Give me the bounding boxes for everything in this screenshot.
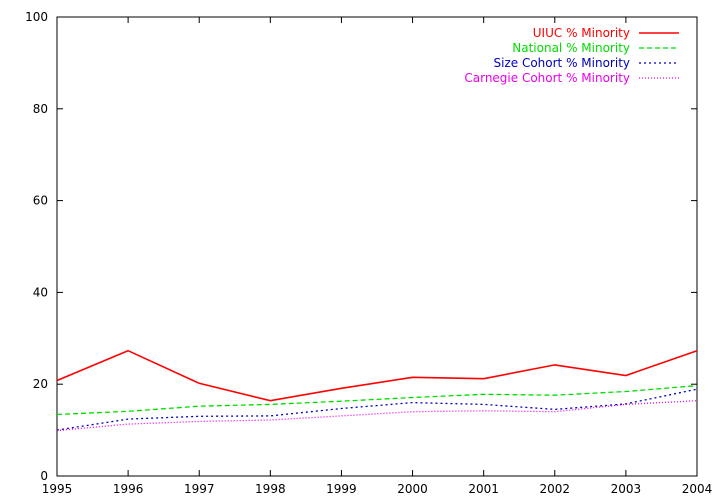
x-tick-label: 2004 <box>682 482 713 496</box>
y-tick-label: 40 <box>33 285 48 299</box>
x-tick-label: 2002 <box>540 482 571 496</box>
y-tick-label: 60 <box>33 194 48 208</box>
y-tick-label: 20 <box>33 377 48 391</box>
legend-label-0: UIUC % Minority <box>533 26 630 40</box>
series-line-2 <box>56 388 698 431</box>
x-tick-label: 1995 <box>42 482 73 496</box>
series-line-1 <box>56 384 698 416</box>
x-tick-label: 2001 <box>468 482 499 496</box>
x-tick-label: 1998 <box>255 482 286 496</box>
legend-label-1: National % Minority <box>512 41 630 55</box>
series-line-3 <box>56 400 698 432</box>
x-tick-label: 1997 <box>184 482 215 496</box>
x-tick-label: 1996 <box>113 482 144 496</box>
x-tick-label: 2000 <box>397 482 428 496</box>
series-group <box>56 349 698 432</box>
plot-frame <box>56 16 698 477</box>
y-tick-label: 80 <box>33 102 48 116</box>
x-tick-label: 1999 <box>326 482 357 496</box>
y-tick-label: 0 <box>40 469 48 483</box>
axis-ticks: 0 20 40 60 80 100 1995 1996 1997 1998 1999 2000 2001… <box>25 10 712 496</box>
x-tick-label: 2003 <box>611 482 642 496</box>
y-tick-label: 100 <box>25 10 48 24</box>
legend-label-3: Carnegie Cohort % Minority <box>464 71 630 85</box>
legend-label-2: Size Cohort % Minority <box>494 56 631 70</box>
series-line-0 <box>56 349 698 402</box>
